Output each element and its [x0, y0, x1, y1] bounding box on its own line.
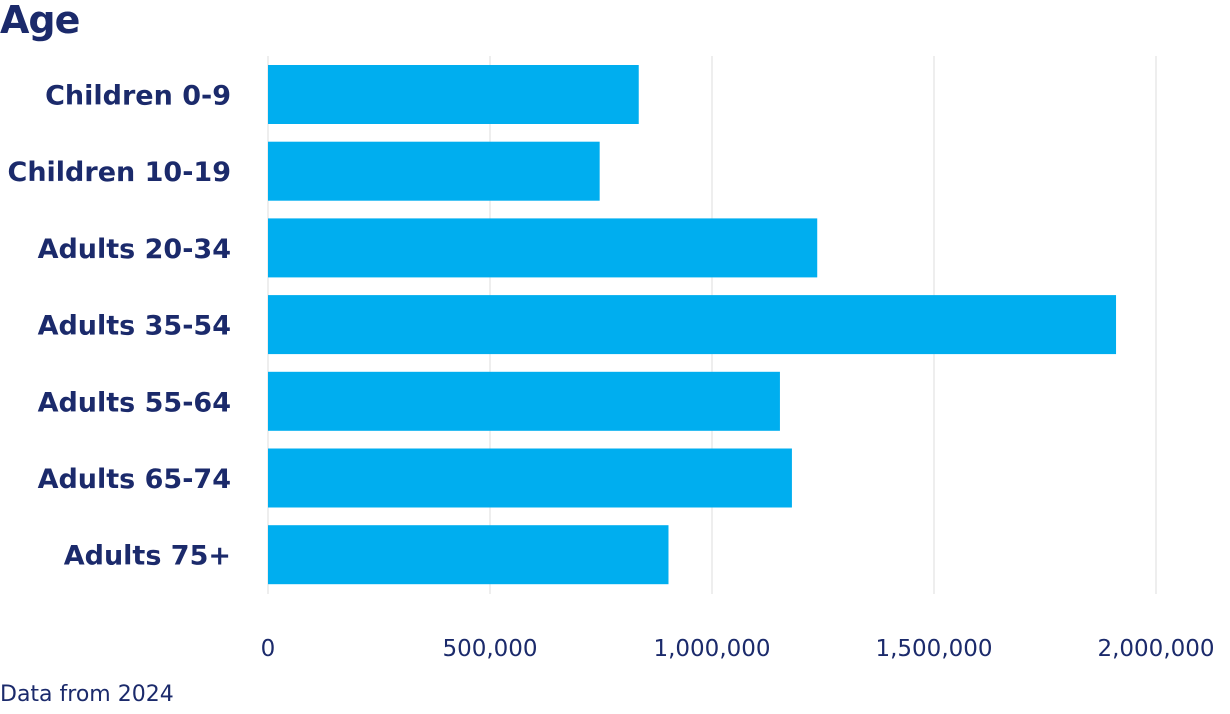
category-labels: Children 0-9 Children 10-19 Adults 20-34 Ad… [8, 81, 231, 572]
bar [268, 448, 792, 508]
bar [268, 295, 1117, 355]
x-tick-label: 2,000,000 [1097, 636, 1214, 662]
bar [268, 141, 600, 201]
category-label: Children 10-19 [8, 157, 231, 188]
x-axis-ticks: 0 500,000 1,000,000 1,500,000 2,000,000 [261, 636, 1215, 662]
bars [268, 65, 1117, 585]
category-label: Adults 65-74 [38, 464, 231, 495]
category-label: Adults 35-54 [38, 311, 231, 342]
bar [268, 371, 780, 431]
bar [268, 218, 818, 278]
category-label: Children 0-9 [45, 81, 231, 112]
bar [268, 525, 669, 585]
category-label: Adults 55-64 [38, 387, 231, 418]
category-label: Adults 20-34 [38, 234, 231, 265]
category-label: Adults 75+ [64, 541, 231, 572]
chart-title: Age [0, 0, 80, 42]
x-tick-label: 1,500,000 [875, 636, 992, 662]
x-tick-label: 1,000,000 [653, 636, 770, 662]
x-tick-label: 500,000 [442, 636, 537, 662]
x-tick-label: 0 [261, 636, 276, 662]
source-note: Data from 2024 [0, 682, 174, 707]
bar [268, 65, 639, 124]
